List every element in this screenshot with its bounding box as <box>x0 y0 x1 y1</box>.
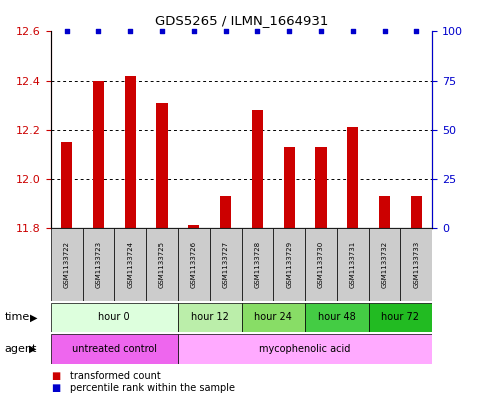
Text: GSM1133729: GSM1133729 <box>286 241 292 288</box>
Bar <box>337 228 369 301</box>
Bar <box>188 226 199 228</box>
Bar <box>305 303 369 332</box>
Text: agent: agent <box>5 344 37 354</box>
Bar <box>242 303 305 332</box>
Bar <box>125 75 136 228</box>
Text: GSM1133725: GSM1133725 <box>159 241 165 288</box>
Bar <box>93 81 104 228</box>
Text: GSM1133728: GSM1133728 <box>255 241 260 288</box>
Bar <box>369 228 400 301</box>
Text: mycophenolic acid: mycophenolic acid <box>259 344 351 354</box>
Text: percentile rank within the sample: percentile rank within the sample <box>70 383 235 393</box>
Bar <box>273 228 305 301</box>
Bar <box>411 196 422 228</box>
Bar <box>61 142 72 228</box>
Point <box>285 28 293 35</box>
Bar <box>178 303 242 332</box>
Text: hour 0: hour 0 <box>99 312 130 322</box>
Text: ▶: ▶ <box>30 312 38 322</box>
Bar <box>284 147 295 228</box>
Text: untreated control: untreated control <box>72 344 157 354</box>
Point <box>317 28 325 35</box>
Text: GSM1133726: GSM1133726 <box>191 241 197 288</box>
Text: hour 48: hour 48 <box>318 312 356 322</box>
Text: time: time <box>5 312 30 322</box>
Bar <box>178 228 210 301</box>
Text: GSM1133724: GSM1133724 <box>127 241 133 288</box>
Point <box>254 28 261 35</box>
Text: hour 24: hour 24 <box>255 312 292 322</box>
Text: ■: ■ <box>51 371 60 382</box>
Point <box>127 28 134 35</box>
Bar <box>114 228 146 301</box>
Bar <box>83 228 114 301</box>
Text: GDS5265 / ILMN_1664931: GDS5265 / ILMN_1664931 <box>155 14 328 27</box>
Point <box>158 28 166 35</box>
Text: GSM1133733: GSM1133733 <box>413 241 419 288</box>
Text: GSM1133722: GSM1133722 <box>64 241 70 288</box>
Text: hour 72: hour 72 <box>382 312 420 322</box>
Text: hour 12: hour 12 <box>191 312 228 322</box>
Bar <box>400 228 432 301</box>
Text: ▶: ▶ <box>29 344 37 354</box>
Text: GSM1133731: GSM1133731 <box>350 241 356 288</box>
Point <box>222 28 229 35</box>
Bar <box>156 103 168 228</box>
Bar <box>315 147 327 228</box>
Bar <box>51 303 178 332</box>
Text: transformed count: transformed count <box>70 371 161 382</box>
Text: ■: ■ <box>51 383 60 393</box>
Bar <box>252 110 263 228</box>
Bar <box>347 127 358 228</box>
Bar <box>210 228 242 301</box>
Point <box>381 28 388 35</box>
Point <box>349 28 356 35</box>
Point <box>412 28 420 35</box>
Text: GSM1133727: GSM1133727 <box>223 241 228 288</box>
Bar <box>220 196 231 228</box>
Bar <box>178 334 432 364</box>
Bar <box>51 334 178 364</box>
Point <box>190 28 198 35</box>
Bar <box>51 228 83 301</box>
Point <box>63 28 71 35</box>
Bar <box>305 228 337 301</box>
Bar <box>242 228 273 301</box>
Text: GSM1133723: GSM1133723 <box>96 241 101 288</box>
Bar <box>369 303 432 332</box>
Point <box>95 28 102 35</box>
Bar <box>379 196 390 228</box>
Text: GSM1133730: GSM1133730 <box>318 241 324 288</box>
Bar <box>146 228 178 301</box>
Text: GSM1133732: GSM1133732 <box>382 241 387 288</box>
